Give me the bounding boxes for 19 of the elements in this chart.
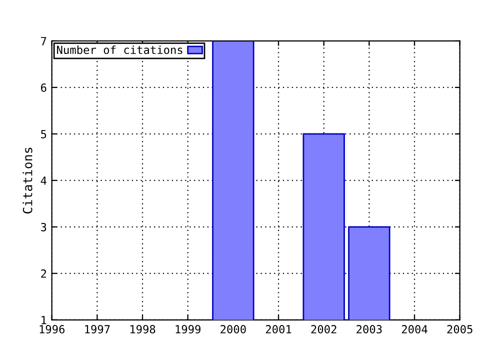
legend-label: Number of citations <box>57 45 182 54</box>
y-tick-label: 2 <box>41 269 46 278</box>
x-tick-label: 2000 <box>220 325 246 334</box>
y-tick-label: 3 <box>41 222 46 232</box>
x-tick-label: 1999 <box>176 325 200 334</box>
x-tick-label: 2002 <box>311 325 336 334</box>
y-tick-label: 6 <box>41 83 46 92</box>
y-axis-title: Citations <box>22 148 32 214</box>
x-tick-label: 2003 <box>356 325 382 334</box>
x-tick-label: 2001 <box>266 325 292 334</box>
y-tick-label: 7 <box>41 37 46 46</box>
y-tick-label: 4 <box>40 176 46 185</box>
y-tick-label: 1 <box>42 316 46 324</box>
x-tick-label: 2005 <box>447 325 472 334</box>
x-tick-label: 2004 <box>402 325 428 334</box>
x-tick-label: 1997 <box>85 325 110 334</box>
x-tick-label: 1996 <box>40 325 64 334</box>
y-tick-label: 5 <box>41 130 46 138</box>
x-tick-label: 1998 <box>130 325 156 334</box>
